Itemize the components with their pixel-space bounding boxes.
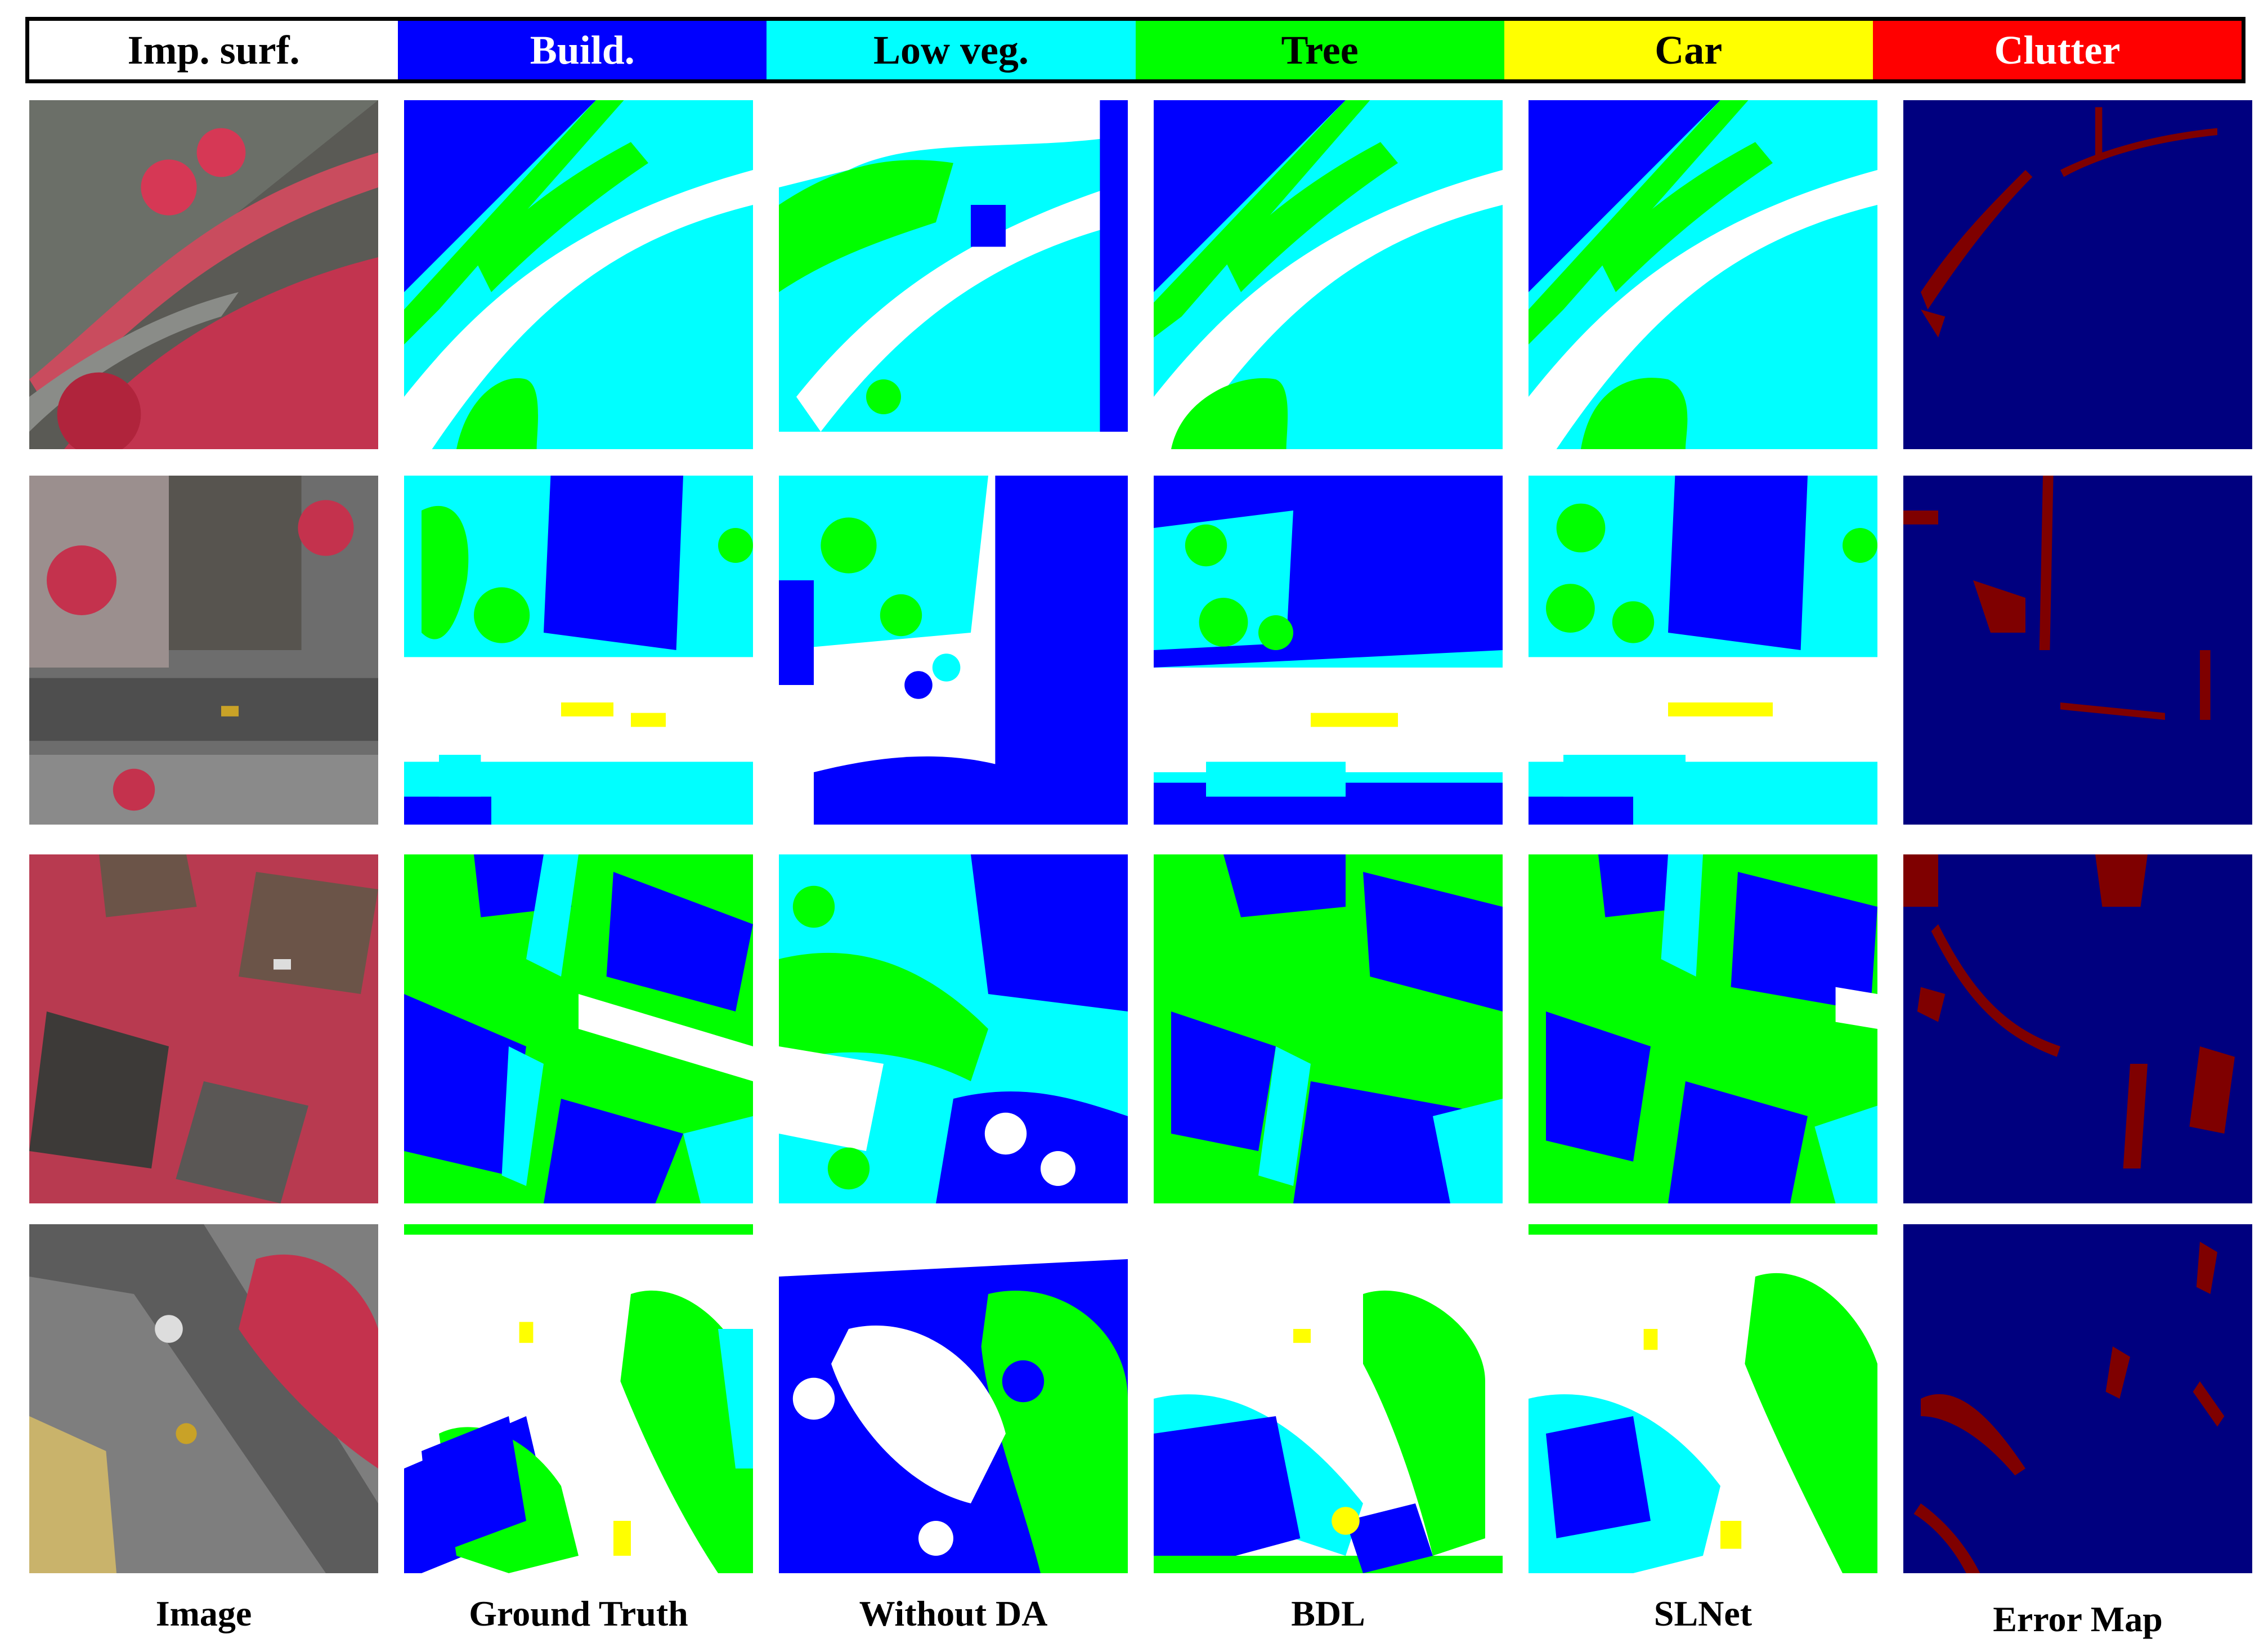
column-label-image: Image bbox=[155, 1593, 252, 1633]
row3-without-da bbox=[779, 854, 1128, 1203]
row3-ground-truth bbox=[404, 854, 753, 1203]
row2-image bbox=[29, 476, 378, 825]
row2-ground-truth bbox=[404, 476, 753, 825]
row1-error-map bbox=[1903, 100, 2252, 449]
row3-slnet bbox=[1529, 854, 1877, 1203]
row1-slnet bbox=[1529, 100, 1877, 449]
class-legend: Imp. surf. Build. Low veg. Tree Car Clut… bbox=[25, 17, 2245, 83]
row3-image bbox=[29, 854, 378, 1203]
row1-image bbox=[29, 100, 378, 449]
legend-clutter: Clutter bbox=[1872, 21, 2242, 79]
column-label-without-da: Without DA bbox=[859, 1593, 1048, 1633]
row3-error-map bbox=[1903, 854, 2252, 1203]
row4-ground-truth bbox=[404, 1224, 753, 1573]
row1-bdl bbox=[1154, 100, 1503, 449]
legend-imp-surf: Imp. surf. bbox=[29, 21, 398, 79]
row4-error-map bbox=[1903, 1224, 2252, 1573]
row2-without-da bbox=[779, 476, 1128, 825]
row4-image bbox=[29, 1224, 378, 1573]
column-label-bdl: BDL bbox=[1291, 1593, 1365, 1633]
legend-building: Build. bbox=[398, 21, 767, 79]
row3-bdl bbox=[1154, 854, 1503, 1203]
legend-low-veg: Low veg. bbox=[767, 21, 1136, 79]
row2-bdl bbox=[1154, 476, 1503, 825]
column-label-slnet: SLNet bbox=[1653, 1593, 1752, 1633]
row1-ground-truth bbox=[404, 100, 753, 449]
row4-slnet bbox=[1529, 1224, 1877, 1573]
legend-tree: Tree bbox=[1135, 21, 1504, 79]
row1-without-da bbox=[779, 100, 1128, 449]
row2-error-map bbox=[1903, 476, 2252, 825]
row4-without-da bbox=[779, 1224, 1128, 1573]
column-label-ground-truth: Ground Truth bbox=[469, 1593, 688, 1633]
legend-car: Car bbox=[1504, 21, 1873, 79]
row4-bdl bbox=[1154, 1224, 1503, 1573]
column-label-error-map: Error Map bbox=[1993, 1599, 2163, 1639]
row2-slnet bbox=[1529, 476, 1877, 825]
